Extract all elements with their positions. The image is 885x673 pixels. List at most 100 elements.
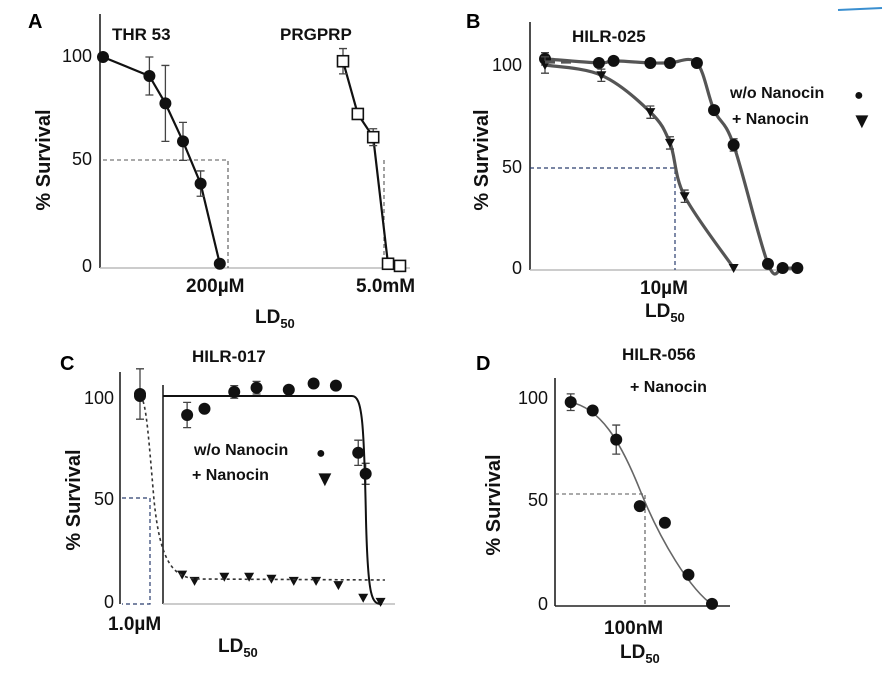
data-point-b-1-2 [645, 108, 656, 118]
data-point-b-1-5 [728, 263, 739, 273]
data-point-c-0-7 [329, 379, 342, 392]
panel-letter-b: B [466, 11, 480, 33]
data-point-a-0-3 [177, 135, 189, 148]
ld-main-c: LD [218, 636, 243, 657]
data-point-b-0-3 [644, 56, 657, 69]
data-point-a-1-4 [393, 259, 407, 273]
data-point-a-1-1 [351, 107, 365, 121]
ld50-label-b: LD50 [645, 301, 685, 325]
chart-title-b: HILR-025 [572, 27, 646, 46]
data-point-b-1-4 [679, 192, 690, 202]
legend-c-with-marker: ▼ [314, 466, 336, 491]
ld50-box-c [122, 497, 151, 605]
y-tick-b-0: 0 [512, 258, 522, 278]
data-point-b-0-10 [791, 261, 804, 274]
plot-area-d [555, 393, 718, 610]
data-point-c-0-6 [307, 377, 320, 390]
panel-b: B HILR-025 % Survival 100 50 0 w/o Nanoc… [466, 11, 873, 325]
x-marker-label-a-200um: 200µM [186, 276, 244, 297]
y-axis-label-b: % Survival [471, 109, 493, 210]
ld-sub-a: 50 [280, 316, 294, 331]
plot-area-a [97, 47, 407, 273]
y-axis-label-d: % Survival [483, 454, 505, 555]
series-line-a-0 [102, 55, 221, 265]
data-point-b-0-2 [607, 54, 620, 67]
data-point-a-0-4 [194, 177, 207, 190]
plot-area-b [530, 52, 804, 276]
corner-mark [837, 7, 883, 11]
y-tick-d-0: 0 [538, 594, 548, 614]
panel-letter-d: D [476, 353, 490, 375]
data-point-b-0-6 [708, 104, 721, 117]
data-point-d-0-0 [564, 396, 577, 409]
data-point-d-0-2 [610, 433, 623, 446]
panel-d: D HILR-056 + Nanocin % Survival 100 50 0… [476, 345, 730, 666]
fit-line-c-with [139, 395, 386, 581]
chart-title-d: HILR-056 [622, 345, 696, 364]
data-point-d-0-1 [586, 404, 599, 417]
panel-a: A % Survival 100 50 0 THR 53 PRGPRP 200µ… [28, 11, 415, 331]
data-point-a-0-5 [213, 257, 226, 270]
data-point-c-0-1 [181, 409, 194, 421]
data-point-b-1-1 [596, 71, 607, 81]
y-tick-a-50: 50 [72, 149, 92, 169]
x-marker-label-b-10um: 10µM [640, 278, 688, 299]
data-point-c-1-5 [288, 576, 299, 586]
ld50-label-d: LD50 [620, 642, 660, 666]
ld50-label-c: LD50 [218, 636, 258, 660]
data-point-c-0-3 [228, 385, 241, 398]
data-point-b-0-5 [690, 56, 703, 69]
y-tick-c-100: 100 [84, 388, 114, 408]
data-point-b-0-1 [592, 56, 605, 69]
panel-letter-c: C [60, 353, 74, 375]
legend-c-with: + Nanocin [192, 467, 269, 484]
panel-c: C HILR-017 % Survival 100 50 0 w/o Nanoc… [60, 347, 395, 660]
data-point-b-0-4 [663, 56, 676, 69]
data-point-a-0-0 [97, 51, 109, 63]
data-point-b-1-3 [664, 138, 675, 148]
data-point-c-0-8 [352, 446, 365, 459]
data-point-b-0-9 [776, 261, 789, 274]
data-point-b-0-8 [761, 257, 774, 270]
ld-sub-c: 50 [243, 645, 257, 660]
x-marker-label-c-1um: 1.0µM [108, 614, 161, 635]
ld-sub-b: 50 [670, 310, 684, 325]
ld-main-a: LD [255, 307, 280, 328]
y-tick-c-0: 0 [104, 592, 114, 612]
chart-title-c: HILR-017 [192, 347, 266, 366]
y-tick-d-50: 50 [528, 490, 548, 510]
legend-b-without: w/o Nanocin [729, 85, 824, 102]
fit-line-c-without [163, 395, 383, 605]
ld50-guide-d [555, 493, 646, 606]
ld-main-b: LD [645, 301, 670, 322]
legend-b-with-marker: ▼ [851, 108, 873, 133]
series-line-b-1 [544, 63, 735, 269]
data-point-c-1-9 [375, 597, 386, 607]
data-point-a-1-0 [336, 54, 350, 68]
ld50-label-a: LD50 [255, 307, 295, 331]
legend-c-without-marker: ● [316, 445, 326, 462]
data-point-d-0-3 [633, 500, 646, 513]
y-axis-label-a: % Survival [33, 109, 55, 210]
panel-letter-a: A [28, 11, 42, 33]
x-marker-label-d-100nm: 100nM [604, 618, 663, 639]
ld-sub-d: 50 [645, 651, 659, 666]
y-tick-b-100: 100 [492, 55, 522, 75]
y-axis-label-c: % Survival [63, 449, 85, 550]
data-point-c-1-2 [219, 572, 230, 582]
y-tick-a-0: 0 [82, 256, 92, 276]
ld50-guide-b [530, 167, 676, 270]
chart-subtitle-d: + Nanocin [630, 379, 707, 396]
data-point-c-1-3 [244, 572, 255, 582]
y-tick-a-100: 100 [62, 46, 92, 66]
ld50-guide-a-thr53 [103, 159, 229, 268]
ld-main-d: LD [620, 642, 645, 663]
data-point-c-1-6 [311, 576, 322, 586]
series-label-prgprp: PRGPRP [280, 25, 352, 44]
data-point-a-0-2 [159, 97, 172, 110]
y-tick-b-50: 50 [502, 157, 522, 177]
data-point-c-left [134, 390, 146, 402]
x-marker-label-a-5mm: 5.0mM [356, 276, 415, 297]
plot-area-c [122, 368, 386, 607]
